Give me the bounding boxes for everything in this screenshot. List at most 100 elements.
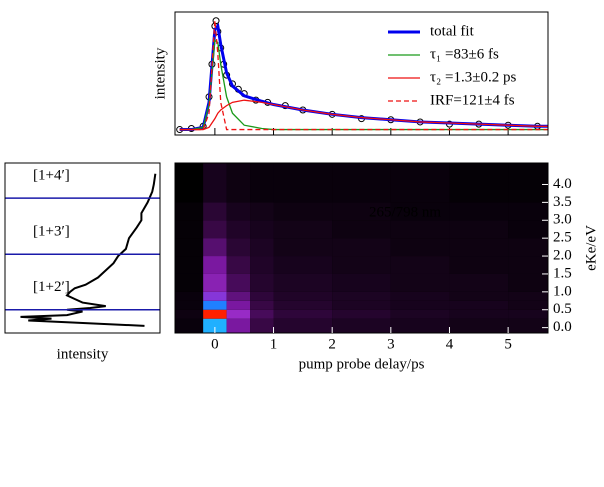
heatmap-cell [273, 220, 333, 239]
heatmap-cell [203, 291, 227, 301]
legend-label: total fit [430, 23, 475, 39]
heatmap-cell [449, 300, 509, 310]
heatmap-cell [273, 238, 333, 257]
heatmap-cell [449, 220, 509, 239]
heatmap-cell [203, 256, 227, 274]
heatmap-cell [390, 273, 450, 292]
heatmap-cell [250, 318, 274, 333]
heatmap-cell [175, 318, 204, 333]
heatmap-cell [273, 202, 333, 221]
heatmap-cell [203, 300, 227, 310]
heatmap-cell [175, 220, 204, 239]
spectrum-line [20, 173, 157, 327]
heatmap-cell [508, 256, 548, 274]
heatmap-cell [390, 291, 450, 301]
y-tick-label: 2.0 [553, 247, 572, 263]
heatmap-cell [226, 309, 251, 319]
y-tick-label: 1.0 [553, 283, 572, 299]
heatmap-cell [250, 163, 274, 203]
heatmap-cell [250, 220, 274, 239]
heatmap-cell [449, 318, 509, 333]
plot-frame [174, 11, 549, 136]
heatmap-cell [250, 291, 274, 301]
legend-label: IRF=121±4 fs [430, 92, 515, 108]
heatmap-cell [449, 163, 509, 203]
heatmap-cell [250, 300, 274, 310]
data-point [212, 17, 220, 25]
heatmap-cell [273, 318, 333, 333]
heatmap-cell [332, 273, 391, 292]
level-label: [1+2′] [33, 279, 70, 295]
heatmap-cell [250, 238, 274, 257]
plot-frame [4, 162, 161, 334]
y-tick-label: 2.5 [553, 230, 572, 246]
heatmap-cell [508, 238, 548, 257]
heatmap-cell [332, 220, 391, 239]
heatmap-cell [203, 202, 227, 221]
heatmap-cell [226, 202, 251, 221]
heatmap-cell [508, 202, 548, 221]
heatmap-cell [332, 163, 391, 203]
y-axis-label: eKe/eV [583, 225, 599, 271]
heatmap-cell [250, 309, 274, 319]
heatmap-cell [508, 220, 548, 239]
heatmap-cell [203, 273, 227, 292]
heatmap-cell [203, 238, 227, 257]
heatmap-cell [390, 300, 450, 310]
y-tick-label: 1.5 [553, 265, 572, 281]
x-tick-label: 1 [270, 336, 278, 352]
heatmap-cell [175, 300, 204, 310]
level-label: [1+4′] [33, 168, 70, 184]
heatmap-cell [203, 309, 227, 319]
y-tick-label: 3.0 [553, 212, 572, 228]
heatmap-cell [332, 256, 391, 274]
heatmap-cell [226, 273, 251, 292]
heatmap-cell [273, 256, 333, 274]
heatmap-cell [508, 300, 548, 310]
x-axis-label: pump probe delay/ps [299, 356, 425, 372]
heatmap-cell [175, 238, 204, 257]
series-line [179, 20, 548, 131]
heatmap-cell [332, 300, 391, 310]
heatmap-cell [226, 256, 251, 274]
heatmap-cell [203, 163, 227, 203]
series-line [179, 99, 548, 131]
heatmap-cell [203, 220, 227, 239]
heatmap-cell [175, 291, 204, 301]
heatmap-cell [508, 163, 548, 203]
heatmap-cell [226, 291, 251, 301]
heatmap-cell [332, 318, 391, 333]
x-tick-label: 2 [328, 336, 336, 352]
heatmap-cell [332, 309, 391, 319]
heatmap-cell [390, 202, 450, 221]
heatmap-cell [175, 309, 204, 319]
plot-frame [174, 162, 549, 334]
heatmap-cell [226, 238, 251, 257]
heatmap-cell [390, 309, 450, 319]
heatmap-cell [449, 256, 509, 274]
annotation: 265/798 nm [369, 204, 441, 220]
heatmap-cell [449, 202, 509, 221]
x-axis-label: intensity [57, 346, 109, 362]
legend-label: τ₂ =1.3±0.2 ps [430, 69, 516, 85]
level-label: [1+3′] [33, 224, 70, 240]
heatmap-cell [390, 318, 450, 333]
heatmap-cell [226, 300, 251, 310]
heatmap-cell [273, 163, 333, 203]
heatmap-cell [332, 238, 391, 257]
heatmap-cell [175, 256, 204, 274]
heatmap-cell [390, 163, 450, 203]
heatmap-cell [175, 273, 204, 292]
y-tick-label: 3.5 [553, 194, 572, 210]
x-tick-label: 5 [504, 336, 512, 352]
heatmap-cell [332, 202, 391, 221]
heatmap-cell [449, 238, 509, 257]
heatmap-cell [332, 291, 391, 301]
heatmap-cell [273, 291, 333, 301]
heatmap-cell [390, 238, 450, 257]
heatmap-cell [273, 309, 333, 319]
heatmap-cell [226, 318, 251, 333]
heatmap-cell [508, 273, 548, 292]
y-axis-label: intensity [152, 47, 168, 99]
